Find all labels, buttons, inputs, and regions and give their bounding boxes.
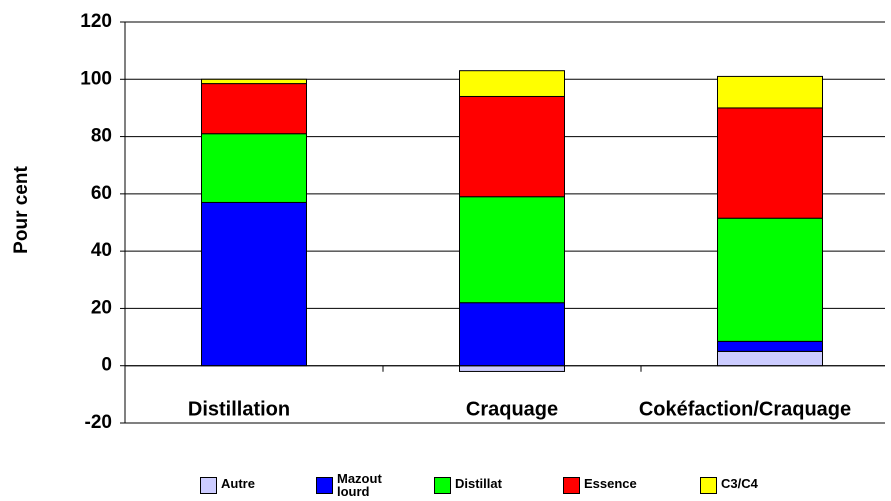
- y-tick-label: 40: [91, 240, 112, 261]
- legend-label: Essence: [584, 476, 637, 491]
- y-tick-label: 20: [91, 297, 112, 318]
- bar-segment: [201, 83, 307, 135]
- bar-segment: [201, 78, 307, 85]
- legend-item: Distillat: [434, 472, 515, 494]
- bar-segment: [717, 75, 823, 109]
- bar-segment: [459, 95, 565, 198]
- legend-item: Essence: [563, 472, 644, 494]
- x-tick-label: Distillation: [188, 398, 290, 420]
- legend-swatch: [434, 477, 451, 494]
- legend-item: Mazout lourd: [316, 471, 382, 499]
- bar-segment: [717, 350, 823, 367]
- y-tick-label: -20: [85, 412, 112, 433]
- legend-swatch: [200, 477, 217, 494]
- bar-segment: [459, 70, 565, 97]
- bar-segment: [459, 365, 565, 372]
- legend-label: C3/C4: [721, 476, 758, 491]
- bar-segment: [459, 196, 565, 304]
- x-tick-label: Craquage: [466, 398, 558, 420]
- legend-label: Mazout lourd: [337, 471, 382, 499]
- y-tick-label: 80: [91, 126, 112, 147]
- y-tick-label: 0: [101, 355, 112, 376]
- legend-item: Autre: [200, 472, 281, 494]
- y-tick-label: 100: [80, 68, 112, 89]
- legend-swatch: [700, 477, 717, 494]
- legend-item: C3/C4: [700, 472, 781, 494]
- legend-swatch: [563, 477, 580, 494]
- bar-segment: [459, 302, 565, 367]
- bar-segment: [717, 340, 823, 352]
- bar-segment: [717, 107, 823, 219]
- bar-segment: [201, 133, 307, 203]
- y-axis-label: Pour cent: [11, 166, 32, 254]
- legend-swatch: [316, 477, 333, 494]
- x-tick-label: Cokéfaction/Craquage: [639, 398, 851, 420]
- bar-segment: [717, 217, 823, 342]
- y-tick-label: 60: [91, 183, 112, 204]
- legend-label: Distillat: [455, 476, 502, 491]
- y-tick-label: 120: [80, 11, 112, 32]
- bar-segment: [201, 201, 307, 367]
- legend-label: Autre: [221, 476, 255, 491]
